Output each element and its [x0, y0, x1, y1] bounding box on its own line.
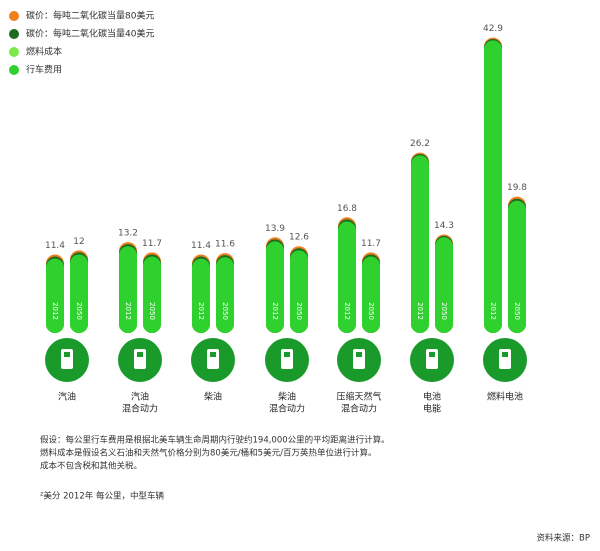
bar [70, 254, 88, 333]
bar-year: 2050 [221, 302, 229, 320]
bar [338, 221, 356, 333]
bar-year: 2050 [367, 302, 375, 320]
category-label: 柴油 [204, 391, 222, 403]
bar [192, 258, 210, 333]
bar-year: 2012 [197, 302, 205, 320]
category-label: 混合动力 [269, 403, 305, 415]
value-label: 13.2 [118, 229, 138, 239]
category-label: 燃料电池 [487, 391, 523, 403]
bar [484, 40, 502, 334]
value-label: 11.6 [215, 240, 235, 250]
bar [143, 256, 161, 333]
note: 假设：每公里行车费用是根据北美车辆生命周期内行驶约194,000公里的平均距离进… [40, 435, 390, 446]
bar [508, 200, 526, 333]
legend-label: 碳价：每吨二氧化碳当量80美元 [26, 10, 154, 22]
icon-glyph [284, 352, 290, 357]
value-label: 12.6 [289, 233, 309, 243]
value-label: 14.3 [434, 221, 454, 231]
value-label: 16.8 [337, 204, 357, 214]
value-label: 11.4 [45, 241, 65, 251]
category-label: 压缩天然气 [336, 391, 381, 403]
bar-year: 2050 [295, 302, 303, 320]
bar [290, 250, 308, 333]
bar-year: 2050 [148, 302, 156, 320]
bar-year: 2012 [416, 302, 424, 320]
legend-label: 碳价：每吨二氧化碳当量40美元 [26, 28, 154, 40]
category-label: 混合动力 [341, 403, 377, 415]
legend-label: 燃料成本 [26, 46, 62, 58]
legend-swatch [9, 11, 19, 21]
value-label: 26.2 [410, 139, 430, 149]
value-label: 11.4 [191, 241, 211, 251]
value-label: 42.9 [483, 24, 503, 34]
footnote: ²美分 2012年 每公里，中型车辆 [40, 491, 164, 502]
bar-year: 2050 [513, 302, 521, 320]
bar-year: 2012 [489, 302, 497, 320]
bar-year: 2012 [124, 302, 132, 320]
category-label: 电能 [423, 403, 441, 415]
bar-year: 2012 [51, 302, 59, 320]
bar [435, 237, 453, 333]
category-label: 电池 [423, 391, 441, 403]
icon-glyph [429, 352, 435, 357]
legend-swatch [9, 47, 19, 57]
legend-swatch [9, 65, 19, 75]
category-label: 柴油 [278, 391, 296, 403]
note: 成本不包含税和其他关税。 [40, 461, 142, 472]
icon-glyph [210, 352, 216, 357]
category-label: 汽油 [131, 391, 149, 403]
bar-year: 2012 [271, 302, 279, 320]
bar-year: 2012 [343, 302, 351, 320]
bar [266, 241, 284, 333]
category-label: 混合动力 [122, 403, 158, 415]
value-label: 11.7 [142, 239, 162, 249]
value-label: 13.9 [265, 224, 285, 234]
legend-swatch [9, 29, 19, 39]
note: 燃料成本是假设名义石油和天然气价格分别为80美元/桶和5美元/百万英热单位进行计… [40, 448, 376, 459]
legend-label: 行车费用 [26, 64, 62, 76]
icon-glyph [64, 352, 70, 357]
bar-year: 2050 [440, 302, 448, 320]
icon-glyph [137, 352, 143, 357]
category-label: 汽油 [58, 391, 76, 403]
bar [216, 257, 234, 333]
bar [411, 155, 429, 333]
icon-glyph [356, 352, 362, 357]
bar [362, 256, 380, 333]
source: 资料来源：BP [537, 533, 590, 544]
bar-year: 2050 [75, 302, 83, 320]
value-label: 11.7 [361, 239, 381, 249]
value-label: 19.8 [507, 183, 527, 193]
value-label: 12 [73, 237, 84, 247]
icon-glyph [502, 352, 508, 357]
bar [119, 246, 137, 333]
bar [46, 258, 64, 333]
